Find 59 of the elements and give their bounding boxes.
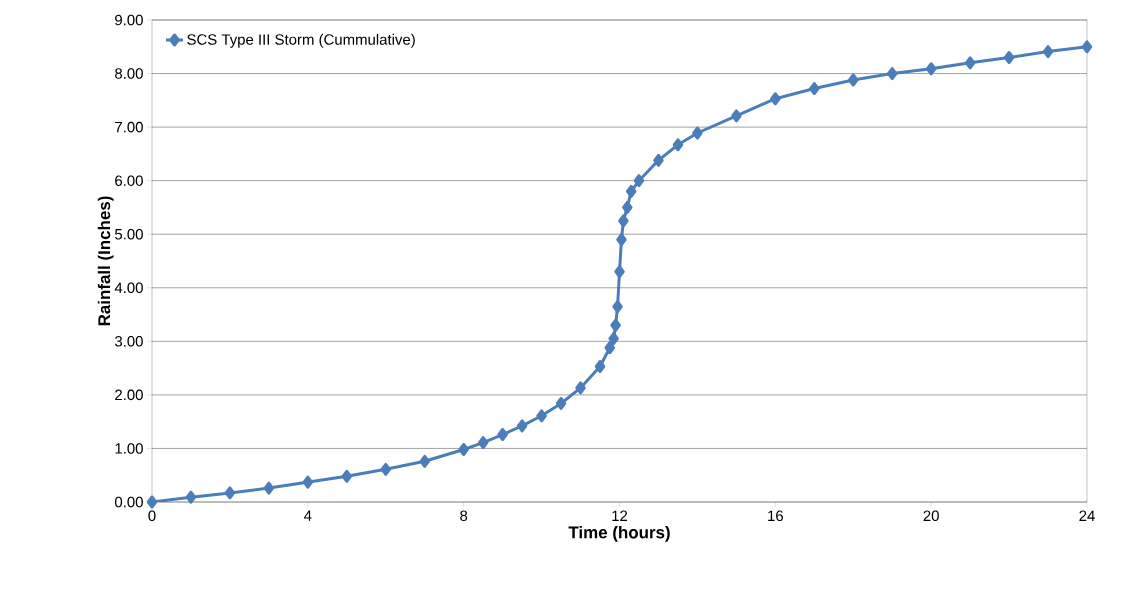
y-tick-label: 4.00 xyxy=(114,282,143,294)
y-tick-label: 3.00 xyxy=(114,336,143,347)
point xyxy=(692,126,703,140)
point xyxy=(925,62,937,76)
x-tick-label: 16 xyxy=(768,510,783,522)
legend-label: SCS Type III Storm (Cummulative) xyxy=(187,33,415,48)
y-tick-label: 6.00 xyxy=(115,175,143,186)
y-tick-label: 9.00 xyxy=(115,14,143,26)
y-tick-label: 0.00 xyxy=(114,496,143,508)
point xyxy=(1081,40,1093,54)
point xyxy=(604,341,616,355)
point xyxy=(809,82,820,96)
point xyxy=(419,454,430,468)
x-tick-label: 8 xyxy=(460,510,468,522)
point xyxy=(612,300,623,314)
x-tick-label: 20 xyxy=(923,510,939,522)
point xyxy=(185,490,197,504)
point xyxy=(477,436,489,450)
point xyxy=(380,462,391,476)
x-tick-label: 4 xyxy=(304,510,312,521)
point xyxy=(616,233,627,247)
point xyxy=(516,419,528,433)
point xyxy=(964,56,976,70)
point xyxy=(653,153,664,167)
point xyxy=(614,265,625,279)
point xyxy=(625,184,637,198)
y-tick-label: 7.00 xyxy=(115,121,143,133)
point xyxy=(146,495,158,509)
point xyxy=(594,360,606,373)
point xyxy=(610,318,621,332)
point xyxy=(536,409,547,423)
point xyxy=(341,469,353,483)
point xyxy=(622,200,633,214)
point xyxy=(731,109,742,123)
point xyxy=(263,481,275,495)
x-tick-label: 0 xyxy=(148,510,156,522)
x-tick-label: 24 xyxy=(1079,510,1095,521)
y-axis-title: Rainfall (Inches) xyxy=(97,196,114,326)
y-tick-label: 5.00 xyxy=(114,228,143,240)
point xyxy=(672,138,684,152)
point xyxy=(555,396,567,410)
point xyxy=(770,92,781,106)
point xyxy=(618,214,629,228)
y-tick-label: 2.00 xyxy=(115,389,143,401)
x-axis-title: Time (hours) xyxy=(568,525,670,542)
x-tick-label: 12 xyxy=(612,510,628,521)
point xyxy=(497,428,508,442)
y-tick-label: 1.00 xyxy=(115,443,143,454)
y-tick-label: 8.00 xyxy=(115,68,143,79)
point xyxy=(458,443,469,457)
point xyxy=(575,381,586,395)
point xyxy=(302,475,314,489)
point xyxy=(1003,50,1015,64)
point xyxy=(633,174,645,188)
point xyxy=(608,332,619,346)
point xyxy=(224,486,236,500)
point xyxy=(1042,45,1054,59)
point xyxy=(848,73,859,87)
point xyxy=(886,67,898,81)
